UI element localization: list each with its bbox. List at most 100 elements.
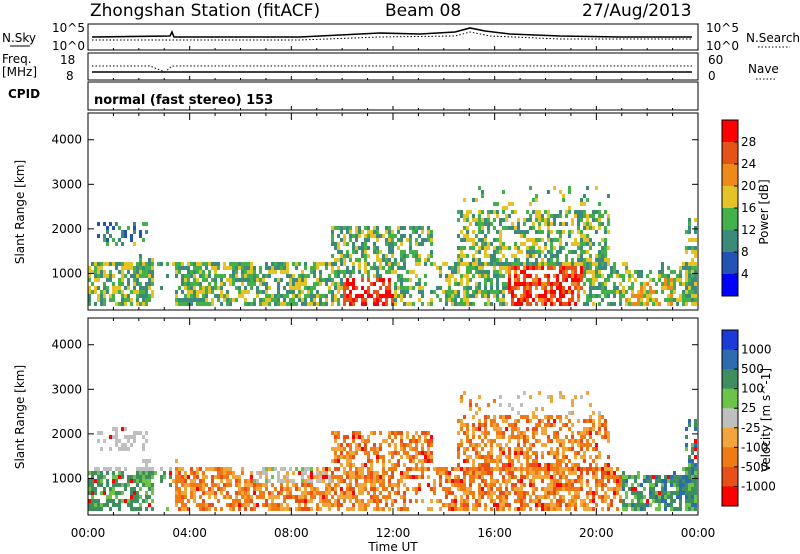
heatmap-cell [454,278,457,282]
heatmap-cell [643,487,646,491]
heatmap-cell [562,198,565,202]
heatmap-cell [553,294,556,298]
heatmap-cell [574,278,577,282]
heatmap-cell [556,459,559,463]
heatmap-cell [190,491,193,495]
heatmap-cell [130,475,133,479]
heatmap-cell [139,431,142,435]
heatmap-cell [544,487,547,491]
heatmap-cell [178,302,181,306]
heatmap-cell [349,258,352,262]
heatmap-cell [400,234,403,238]
heatmap-cell [505,246,508,250]
heatmap-cell [553,487,556,491]
heatmap-cell [595,503,598,507]
heatmap-cell [148,298,151,302]
heatmap-cell [304,491,307,495]
heatmap-cell [397,431,400,435]
power-ytick-label: 1000 [51,266,82,280]
heatmap-cell [103,270,106,274]
heatmap-cell [541,238,544,242]
heatmap-cell [607,439,610,443]
heatmap-cell [469,475,472,479]
heatmap-cell [265,499,268,503]
heatmap-cell [592,294,595,298]
heatmap-cell [388,491,391,495]
heatmap-cell [562,487,565,491]
heatmap-cell [517,246,520,250]
heatmap-cell [241,274,244,278]
heatmap-cell [196,294,199,298]
heatmap-cell [256,487,259,491]
heatmap-cell [496,463,499,467]
heatmap-cell [178,266,181,270]
heatmap-cell [688,487,691,491]
heatmap-cell [106,495,109,499]
heatmap-cell [457,507,460,511]
heatmap-cell [259,266,262,270]
heatmap-cell [211,278,214,282]
velocity-ylabel: Slant Range [km] [13,365,27,469]
heatmap-cell [133,290,136,294]
heatmap-cell [655,475,658,479]
heatmap-cell [256,503,259,507]
heatmap-cell [445,487,448,491]
heatmap-cell [427,230,430,234]
heatmap-cell [520,487,523,491]
heatmap-cell [592,499,595,503]
heatmap-cell [388,258,391,262]
heatmap-cell [376,471,379,475]
heatmap-cell [406,451,409,455]
heatmap-cell [646,479,649,483]
heatmap-cell [196,503,199,507]
heatmap-cell [133,242,136,246]
heatmap-cell [610,475,613,479]
heatmap-cell [661,270,664,274]
x-tick-label: 00:00 [681,526,716,540]
heatmap-cell [415,242,418,246]
heatmap-cell [559,419,562,423]
heatmap-cell [463,503,466,507]
heatmap-cell [577,431,580,435]
heatmap-cell [367,471,370,475]
heatmap-cell [175,495,178,499]
heatmap-cell [367,274,370,278]
heatmap-cell [277,282,280,286]
colorbar-swatch [722,388,738,409]
heatmap-cell [100,266,103,270]
heatmap-cell [514,487,517,491]
heatmap-cell [682,266,685,270]
heatmap-cell [694,246,697,250]
heatmap-cell [559,262,562,266]
heatmap-cell [553,475,556,479]
heatmap-cell [325,282,328,286]
heatmap-cell [109,507,112,511]
heatmap-cell [694,427,697,431]
heatmap-cell [475,427,478,431]
heatmap-cell [376,455,379,459]
heatmap-cell [457,443,460,447]
heatmap-cell [388,230,391,234]
heatmap-cell [193,286,196,290]
heatmap-cell [493,399,496,403]
heatmap-cell [571,463,574,467]
heatmap-cell [481,218,484,222]
heatmap-cell [547,250,550,254]
heatmap-cell [565,507,568,511]
heatmap-cell [637,495,640,499]
heatmap-cell [373,507,376,511]
heatmap-cell [481,210,484,214]
heatmap-cell [670,286,673,290]
heatmap-cell [661,483,664,487]
heatmap-cell [349,471,352,475]
heatmap-cell [535,495,538,499]
heatmap-cell [499,262,502,266]
heatmap-cell [202,298,205,302]
heatmap-cell [277,495,280,499]
heatmap-cell [583,507,586,511]
heatmap-cell [136,274,139,278]
heatmap-cell [577,487,580,491]
heatmap-cell [619,495,622,499]
heatmap-cell [544,495,547,499]
heatmap-cell [391,475,394,479]
